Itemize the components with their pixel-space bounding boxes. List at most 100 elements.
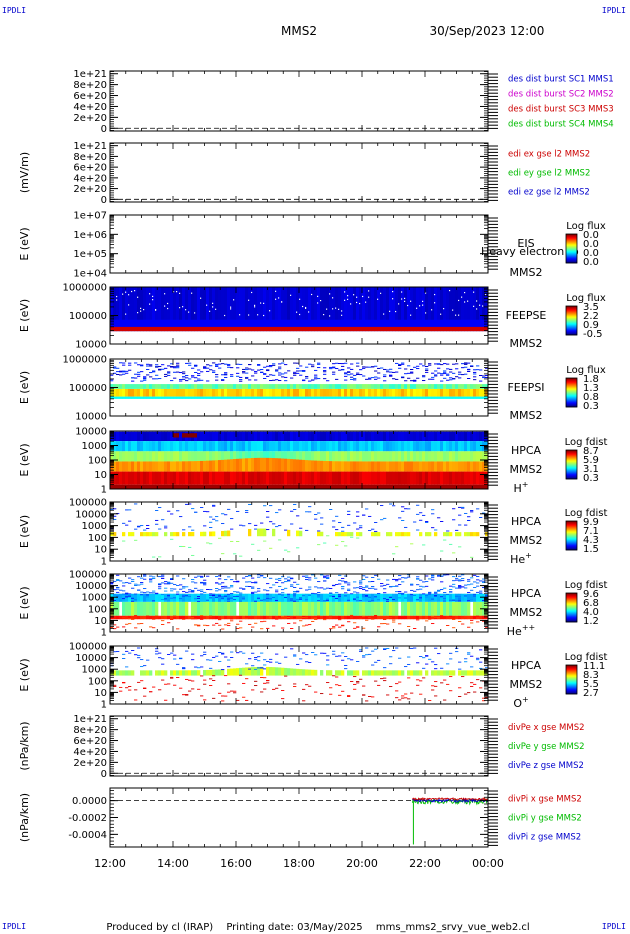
spectrogram-cell	[248, 528, 252, 537]
spectrogram-cell	[365, 384, 369, 389]
sparse-count	[215, 376, 219, 378]
spectrogram-cell	[416, 319, 420, 327]
noise-speck	[200, 297, 202, 299]
spectrogram-cell	[122, 670, 126, 676]
sparse-count	[281, 627, 285, 629]
spectrogram-cell	[473, 431, 477, 442]
sparse-count	[338, 522, 342, 523]
sparse-count	[308, 579, 312, 581]
spectrogram-cell	[128, 396, 132, 399]
colorbar-swatch	[566, 594, 577, 597]
sparse-count	[125, 592, 129, 594]
spectrogram-cell	[158, 484, 162, 489]
sparse-count	[293, 581, 297, 583]
spectrogram-cell	[212, 471, 216, 485]
spectrogram-cell	[383, 461, 387, 472]
y-tick-label: 2e+20	[73, 113, 107, 124]
spectrogram-cell	[134, 326, 138, 332]
sparse-count	[401, 581, 405, 583]
sparse-count	[158, 652, 162, 654]
colorbar-swatch	[566, 614, 577, 616]
spectrogram-cell	[422, 388, 426, 397]
spectrogram-panel-9	[110, 647, 489, 702]
spectrogram-cell	[383, 431, 387, 442]
spectrogram-cell	[452, 431, 456, 442]
spectrogram-cell	[260, 319, 264, 327]
spectrogram-cell	[443, 388, 447, 397]
spectrogram-cell	[158, 287, 162, 332]
colorbar-swatch	[566, 234, 577, 236]
spectrogram-cell	[296, 471, 300, 485]
spectrogram-cell	[158, 388, 162, 397]
spectrogram-cell	[248, 615, 252, 620]
spectrogram-cell	[308, 601, 312, 616]
spectrogram-cell	[332, 384, 336, 389]
noise-speck	[206, 304, 208, 306]
spectrogram-cell	[113, 287, 117, 332]
sparse-count	[134, 373, 138, 375]
noise-speck	[263, 302, 265, 304]
spectrogram-cell	[122, 319, 126, 327]
sparse-count	[368, 596, 372, 598]
sparse-count	[191, 659, 195, 661]
sparse-count	[464, 366, 468, 368]
spectrogram-cell	[449, 484, 453, 489]
noise-speck	[224, 314, 226, 317]
sparse-count	[398, 592, 402, 594]
sparse-count	[314, 618, 318, 620]
spectrogram-cell	[338, 388, 342, 397]
sparse-count	[431, 376, 435, 378]
colorbar-swatch	[566, 472, 577, 474]
colorbar-swatch	[566, 261, 577, 263]
sparse-count	[152, 578, 156, 579]
sparse-count	[248, 623, 252, 625]
sparse-count	[452, 599, 456, 601]
noise-speck	[320, 299, 322, 302]
spectrogram-cell	[239, 384, 243, 389]
sparse-count	[116, 373, 120, 375]
spectrogram-cell	[116, 441, 120, 452]
sparse-count	[329, 366, 333, 368]
spectrogram-cell	[407, 326, 411, 332]
sparse-count	[221, 553, 225, 555]
spectrogram-cell	[242, 326, 246, 332]
spectrogram-cell	[479, 451, 483, 462]
spectrogram-cell	[212, 287, 216, 332]
sparse-count	[308, 594, 312, 596]
colorbar-swatch	[566, 320, 577, 322]
colorbar-swatch	[566, 383, 577, 386]
spectrogram-cell	[134, 287, 138, 332]
sparse-count	[440, 373, 444, 375]
spectrogram-cell	[179, 319, 183, 327]
sparse-count	[482, 582, 486, 584]
sparse-count	[131, 380, 135, 382]
sparse-count	[341, 369, 345, 371]
spectrogram-cell	[227, 530, 231, 537]
sparse-count	[149, 581, 153, 583]
spectrogram-cell	[179, 451, 183, 462]
spectrogram-cell	[266, 593, 270, 602]
noise-speck	[212, 306, 214, 308]
spectrogram-cell	[431, 431, 435, 442]
spectrogram-cell	[281, 615, 285, 620]
sparse-count	[380, 585, 384, 587]
y-tick-label: 1000	[82, 521, 107, 532]
sparse-count	[122, 371, 126, 373]
spectrogram-cell	[116, 319, 120, 327]
spectrogram-cell	[122, 451, 126, 462]
spectrogram-cell	[335, 593, 339, 602]
sparse-count	[443, 587, 447, 589]
sparse-count	[293, 617, 297, 619]
noise-speck	[290, 294, 292, 296]
sparse-count	[197, 596, 201, 597]
spectrogram-cell	[218, 451, 222, 462]
sparse-count	[245, 369, 249, 371]
sparse-count	[263, 577, 267, 579]
sparse-count	[458, 371, 462, 373]
spectrogram-cell	[185, 601, 189, 616]
spectrogram-cell	[131, 670, 135, 676]
spectrogram-cell	[215, 460, 219, 472]
sparse-count	[188, 589, 192, 591]
